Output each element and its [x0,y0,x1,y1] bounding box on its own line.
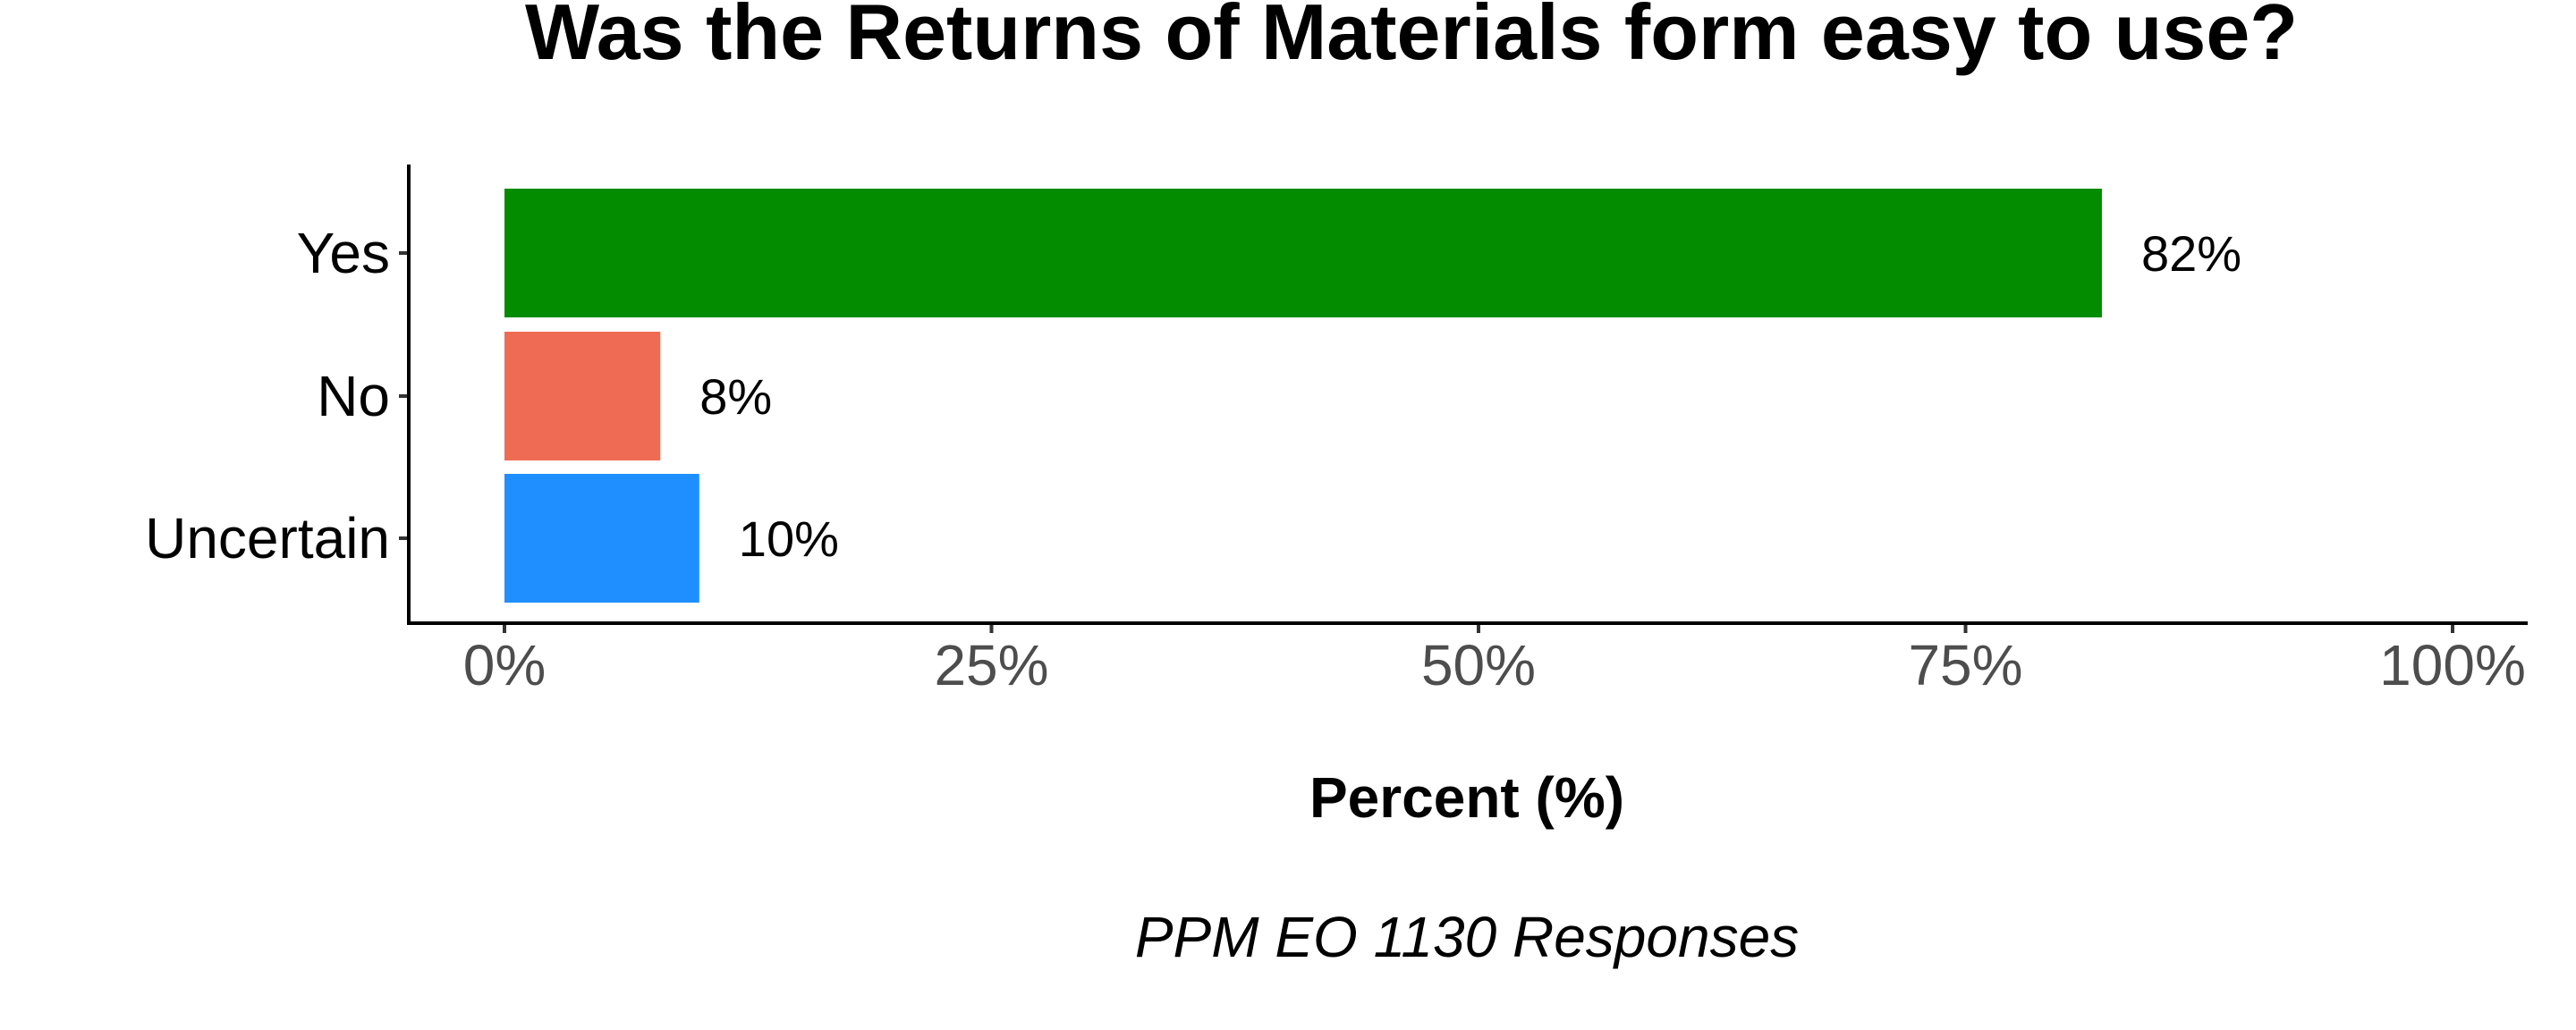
x-tick-label-0: 0% [463,633,547,697]
bar-yes [504,189,2102,317]
data-labels-group: 82% 8% 10% [699,225,2241,567]
x-tick-label-75: 75% [1908,633,2022,697]
chart-caption: PPM EO 1130 Responses [1135,905,1799,969]
x-tick-label-50: 50% [1421,633,1536,697]
category-label-yes: Yes [297,221,390,285]
data-label-no: 8% [699,368,772,425]
x-labels-group: 0% 25% 50% 75% 100% [463,633,2526,697]
category-label-uncertain: Uncertain [145,506,390,570]
data-label-yes: 82% [2141,225,2241,282]
chart-title: Was the Returns of Materials form easy t… [525,0,2298,76]
bar-uncertain [504,474,699,603]
x-tick-label-25: 25% [934,633,1048,697]
bar-no [504,332,661,460]
y-labels-group: Yes No Uncertain [145,221,390,570]
category-label-no: No [317,364,390,428]
x-axis-title: Percent (%) [1309,765,1624,830]
x-tick-label-100: 100% [2379,633,2526,697]
bars-group [504,189,2102,603]
data-label-uncertain: 10% [739,511,839,567]
